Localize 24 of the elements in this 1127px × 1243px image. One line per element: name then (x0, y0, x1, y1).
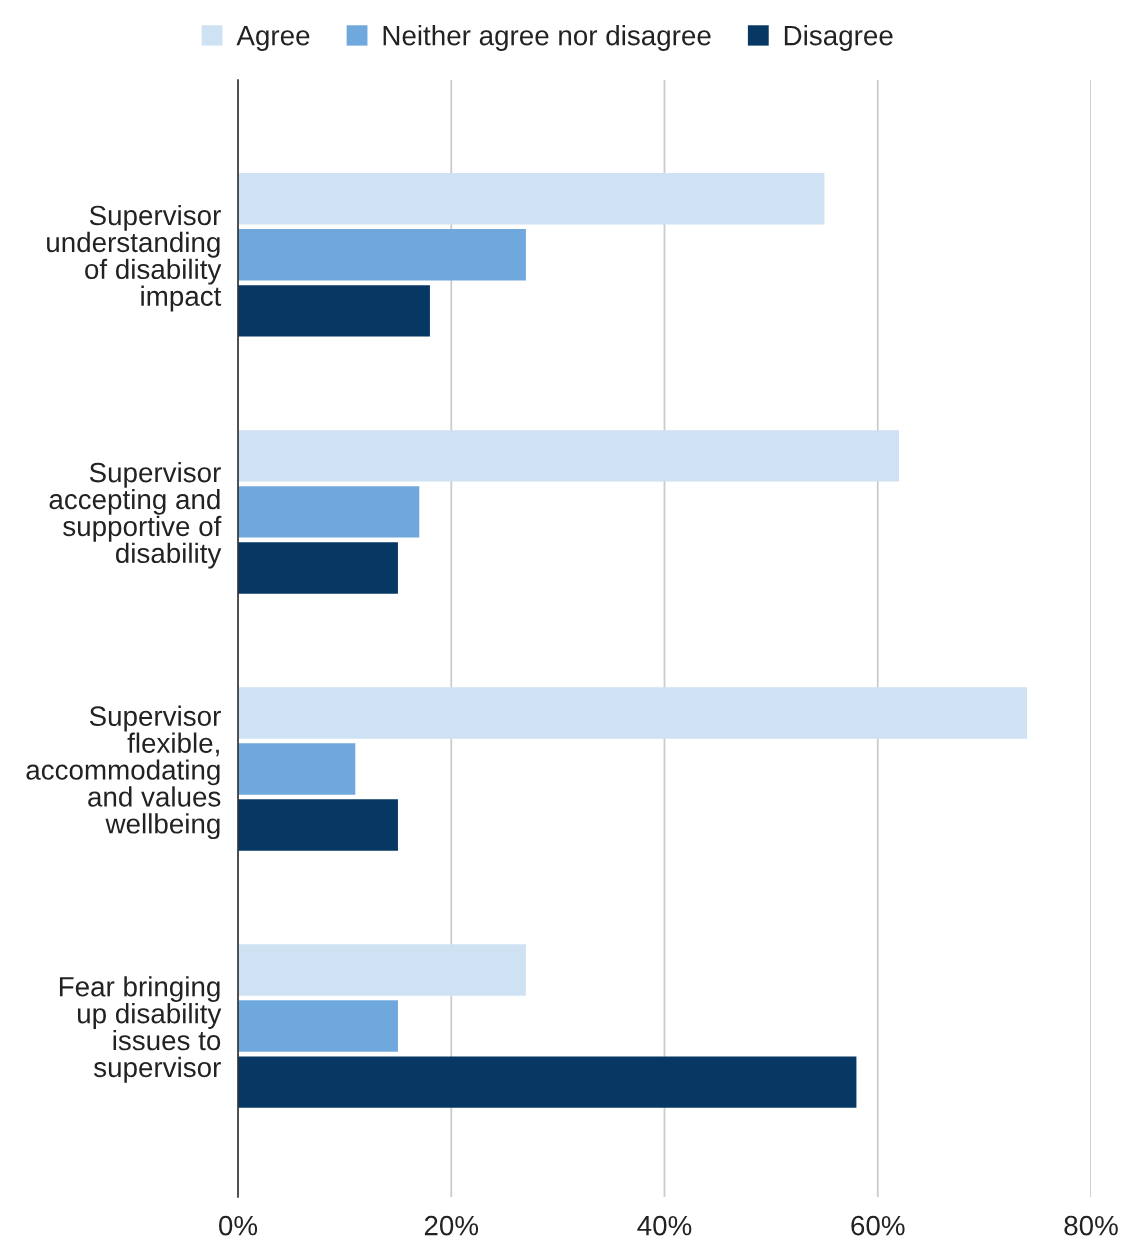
x-tick-label: 60% (851, 1215, 905, 1236)
x-tick-label: 40% (637, 1215, 692, 1236)
bar (238, 285, 430, 337)
bar (238, 229, 526, 281)
legend-label: Agree (236, 26, 310, 51)
bar (238, 944, 526, 996)
bar (238, 687, 1028, 739)
legend-label: Neither agree nor disagree (383, 25, 711, 51)
bar (238, 1000, 398, 1052)
bar (238, 1056, 857, 1108)
x-tick-label: 80% (1064, 1215, 1118, 1236)
x-tick-label: 20% (424, 1215, 479, 1236)
y-tick-label: Supervisor accepting and supportive of disability (49, 461, 222, 569)
y-tick-label: Fear bringing up disability issues to supervisor (59, 976, 222, 1083)
x-tick-label: 0% (219, 1215, 258, 1236)
legend-label: Disagree (784, 25, 893, 51)
bar (238, 486, 420, 538)
y-tick-label: Supervisor understanding of disability impact (47, 204, 222, 312)
bar (238, 743, 356, 795)
y-tick-label: Supervisor flexible, accommodating and values wellbeing (26, 705, 221, 840)
bar (238, 430, 900, 482)
bar (238, 542, 398, 594)
bar (238, 173, 825, 225)
bar (238, 799, 398, 851)
